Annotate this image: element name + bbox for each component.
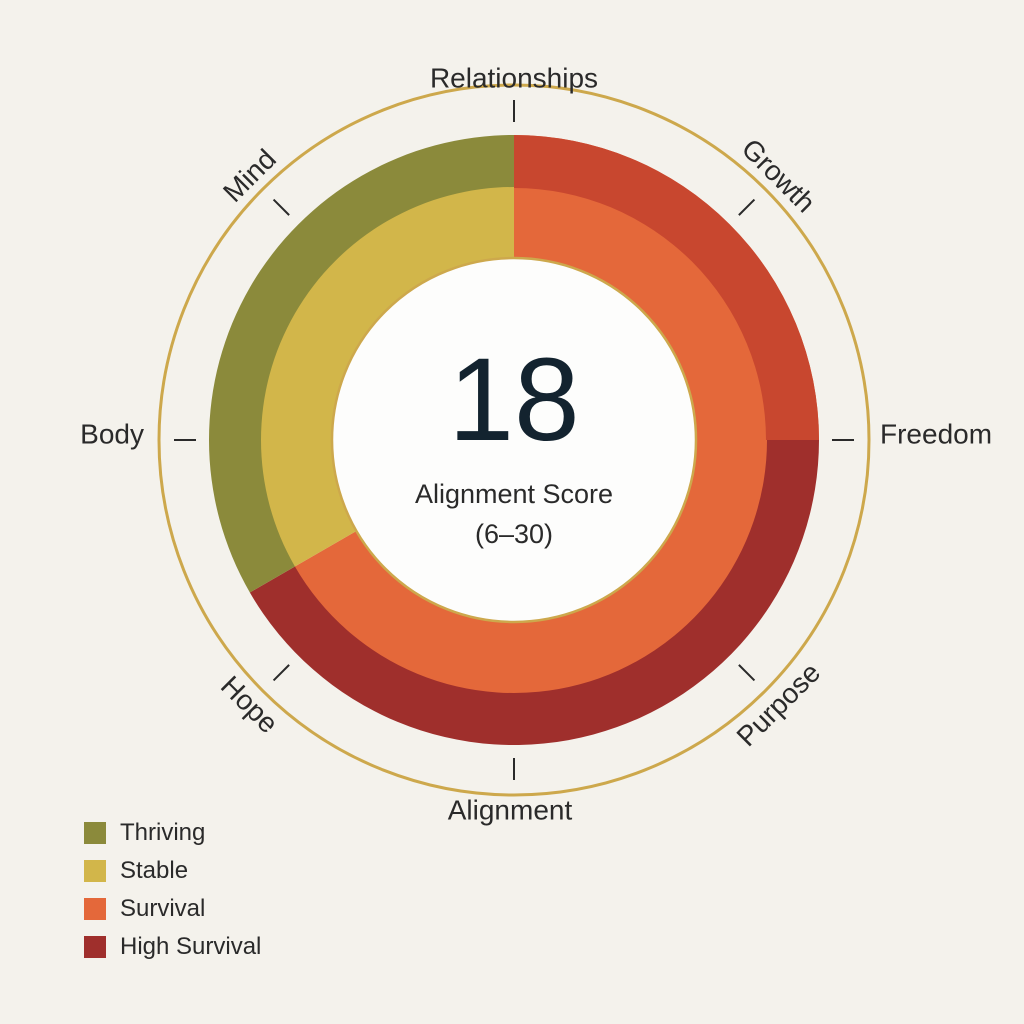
legend-swatch (84, 860, 106, 882)
score-value: 18 (448, 334, 579, 466)
legend-label: High Survival (120, 933, 262, 960)
legend-item-thriving: Thriving (84, 818, 261, 848)
tick-growth (738, 198, 756, 216)
label-relationships: Relationships (430, 63, 598, 94)
legend-label: Survival (120, 895, 206, 922)
label-freedom: Freedom (880, 419, 992, 450)
segment-inner-survival-1 (294, 440, 767, 694)
score-title: Alignment Score (415, 479, 613, 509)
label-body: Body (80, 419, 144, 450)
legend-swatch (84, 822, 106, 844)
axis-ticks (174, 100, 854, 780)
legend-label: Thriving (120, 819, 206, 846)
legend-item-survival: Survival (84, 894, 261, 924)
center-disc (330, 256, 698, 624)
score-range: (6–30) (475, 519, 553, 549)
tick-purpose (738, 664, 756, 682)
segment-outer-high-survival-1 (249, 440, 820, 745)
label-alignment: Alignment (448, 795, 573, 826)
segment-outer-thriving-2 (209, 135, 514, 593)
tick-hope (272, 664, 290, 682)
legend: Thriving Stable Survival High Survival (84, 818, 261, 962)
legend-item-stable: Stable (84, 856, 261, 886)
legend-item-high-survival: High Survival (84, 932, 261, 962)
legend-swatch (84, 898, 106, 920)
segment-outer-survival-shade (514, 135, 819, 440)
tick-mind (272, 198, 290, 216)
wheel-segments (209, 135, 820, 745)
outer-ring (157, 83, 871, 797)
legend-swatch (84, 936, 106, 958)
segment-inner-survival-0 (514, 187, 767, 440)
label-mind: Mind (217, 143, 282, 208)
segment-inner-stable-2 (260, 187, 514, 567)
legend-label: Stable (120, 857, 189, 884)
